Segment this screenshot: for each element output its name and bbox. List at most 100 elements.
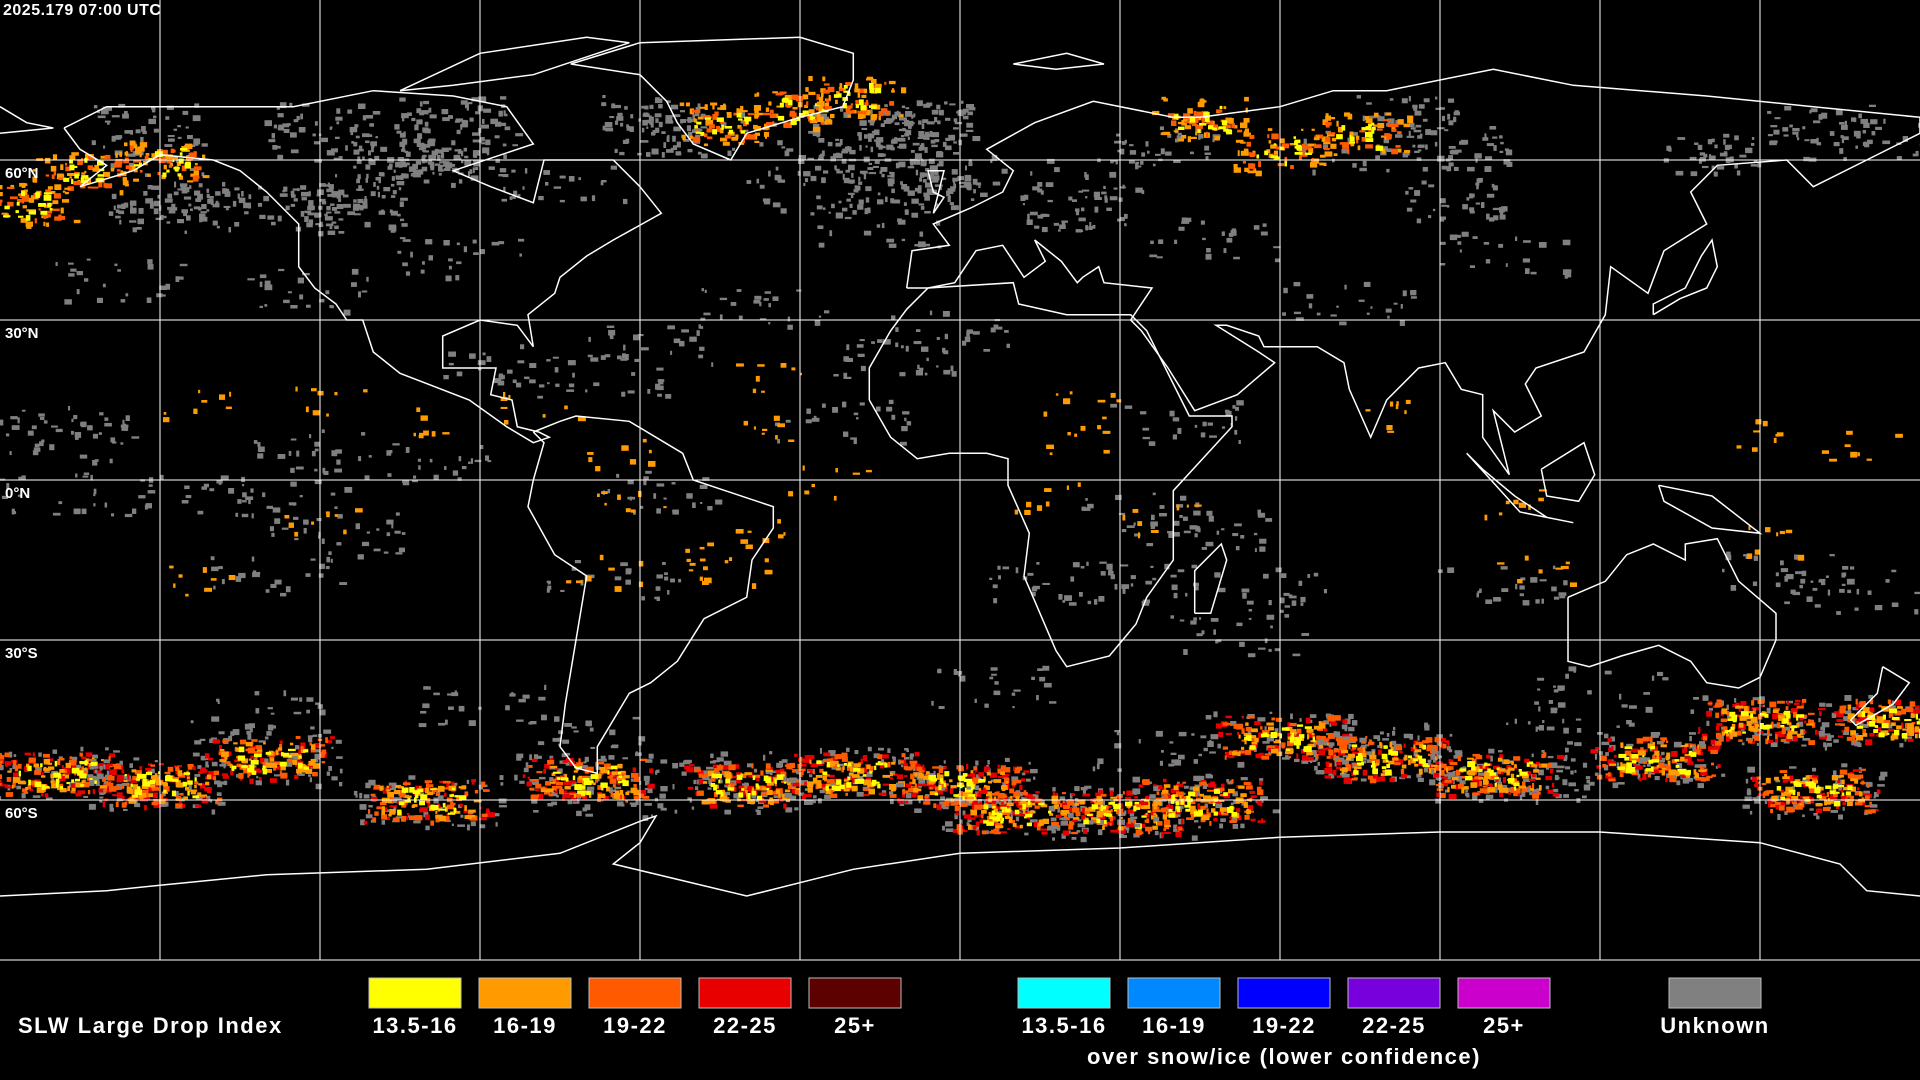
cloud-pixel bbox=[609, 116, 615, 119]
cloud-pixel bbox=[896, 137, 902, 141]
cloud-pixel bbox=[798, 113, 805, 118]
cloud-pixel bbox=[62, 190, 66, 193]
cloud-pixel bbox=[371, 146, 374, 153]
cloud-pixel bbox=[831, 789, 835, 793]
cloud-pixel bbox=[1767, 134, 1773, 137]
cloud-pixel bbox=[620, 771, 626, 776]
cloud-pixel bbox=[1171, 120, 1177, 126]
cloud-pixel bbox=[573, 770, 578, 773]
cloud-pixel bbox=[1159, 505, 1165, 509]
cloud-pixel bbox=[149, 779, 156, 785]
cloud-pixel bbox=[368, 455, 372, 458]
cloud-pixel bbox=[828, 211, 831, 214]
cloud-pixel bbox=[601, 102, 607, 107]
cloud-pixel bbox=[1260, 231, 1268, 236]
cloud-pixel bbox=[712, 114, 718, 120]
cloud-pixel bbox=[32, 450, 39, 456]
cloud-pixel bbox=[895, 327, 899, 332]
cloud-pixel bbox=[334, 211, 341, 214]
cloud-pixel bbox=[353, 199, 357, 203]
cloud-pixel bbox=[816, 195, 821, 200]
cloud-pixel bbox=[707, 506, 713, 511]
cloud-pixel bbox=[162, 783, 168, 787]
cloud-pixel bbox=[993, 324, 999, 330]
cloud-pixel bbox=[535, 780, 539, 784]
cloud-pixel bbox=[1176, 135, 1179, 140]
cloud-pixel bbox=[1460, 139, 1469, 145]
cloud-pixel bbox=[1030, 769, 1038, 774]
cloud-pixel bbox=[1181, 217, 1188, 224]
cloud-pixel bbox=[1094, 206, 1099, 213]
cloud-pixel bbox=[880, 108, 888, 113]
cloud-pixel bbox=[851, 172, 854, 178]
cloud-pixel bbox=[18, 476, 24, 480]
cloud-pixel bbox=[619, 790, 624, 795]
cloud-pixel bbox=[887, 175, 893, 178]
cloud-pixel bbox=[866, 764, 871, 770]
cloud-pixel bbox=[738, 785, 744, 789]
cloud-pixel bbox=[235, 747, 240, 752]
cloud-pixel bbox=[841, 752, 848, 759]
cloud-pixel bbox=[61, 174, 65, 180]
cloud-pixel bbox=[1021, 772, 1026, 776]
cloud-pixel bbox=[1371, 128, 1375, 134]
cloud-pixel bbox=[1177, 427, 1182, 434]
cloud-pixel bbox=[1170, 752, 1177, 755]
cloud-pixel bbox=[408, 816, 416, 821]
cloud-pixel bbox=[356, 188, 364, 191]
cloud-pixel bbox=[1413, 106, 1418, 111]
cloud-pixel bbox=[546, 588, 550, 593]
cloud-pixel bbox=[302, 103, 310, 107]
cloud-pixel bbox=[67, 173, 75, 176]
cloud-pixel bbox=[1499, 135, 1503, 139]
cloud-pixel bbox=[857, 776, 864, 782]
cloud-pixel bbox=[722, 141, 730, 146]
cloud-pixel bbox=[1120, 564, 1129, 567]
cloud-pixel bbox=[772, 91, 779, 94]
cloud-pixel bbox=[942, 141, 947, 147]
cloud-pixel bbox=[151, 185, 160, 190]
cloud-pixel bbox=[755, 132, 760, 136]
cloud-pixel bbox=[1553, 685, 1556, 688]
cloud-pixel bbox=[215, 800, 219, 805]
cloud-pixel bbox=[50, 773, 54, 779]
cloud-pixel bbox=[869, 770, 873, 774]
cloud-pixel bbox=[302, 273, 310, 276]
cloud-pixel bbox=[1245, 107, 1248, 113]
cloud-pixel bbox=[739, 112, 746, 118]
cloud-pixel bbox=[138, 793, 146, 797]
cloud-pixel bbox=[386, 788, 390, 794]
cloud-pixel bbox=[1484, 166, 1492, 172]
cloud-pixel bbox=[659, 793, 665, 797]
cloud-pixel bbox=[188, 787, 192, 791]
cloud-pixel bbox=[3, 215, 11, 218]
cloud-pixel bbox=[226, 751, 232, 756]
cloud-pixel bbox=[905, 783, 912, 788]
cloud-pixel bbox=[336, 459, 341, 465]
cloud-pixel bbox=[862, 786, 870, 789]
cloud-pixel bbox=[1014, 769, 1020, 774]
cloud-pixel bbox=[797, 768, 806, 772]
cloud-pixel bbox=[1221, 120, 1228, 126]
cloud-pixel bbox=[889, 791, 894, 795]
cloud-pixel bbox=[164, 797, 168, 802]
cloud-pixel bbox=[574, 766, 582, 769]
cloud-pixel bbox=[38, 413, 45, 417]
cloud-pixel bbox=[1492, 136, 1498, 139]
cloud-pixel bbox=[689, 336, 697, 342]
cloud-pixel bbox=[167, 766, 174, 772]
cloud-pixel bbox=[1041, 227, 1048, 233]
cloud-pixel bbox=[844, 376, 852, 379]
cloud-pixel bbox=[1505, 149, 1513, 156]
cloud-pixel bbox=[353, 790, 358, 796]
cloud-pixel bbox=[1628, 722, 1635, 727]
cloud-pixel bbox=[93, 503, 96, 507]
cloud-pixel bbox=[713, 784, 717, 791]
cloud-pixel bbox=[719, 779, 723, 784]
cloud-pixel bbox=[49, 208, 53, 211]
cloud-pixel bbox=[475, 111, 480, 115]
cloud-pixel bbox=[1795, 571, 1803, 575]
cloud-pixel bbox=[185, 495, 192, 499]
cloud-pixel bbox=[412, 804, 418, 808]
cloud-pixel bbox=[110, 167, 115, 172]
